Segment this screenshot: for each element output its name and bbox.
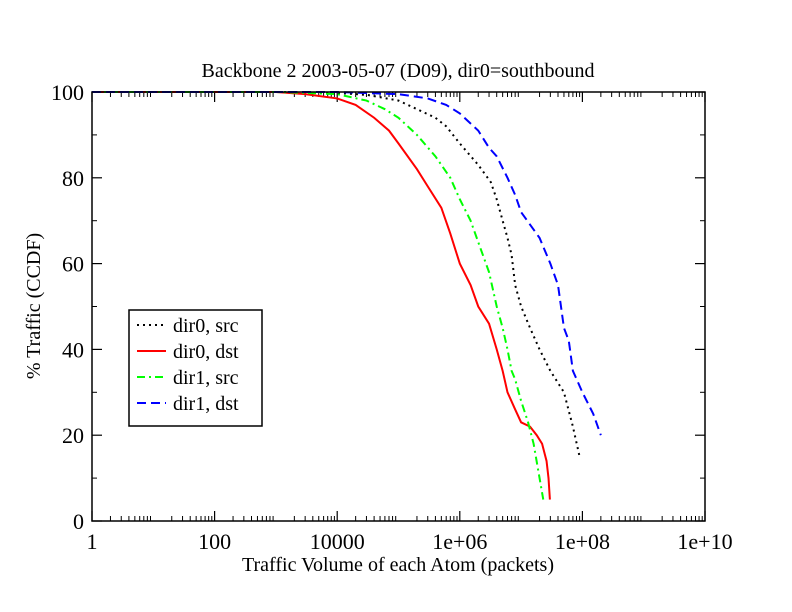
legend-label: dir0, dst	[173, 341, 239, 363]
x-tick-label: 1e+06	[432, 529, 487, 554]
series-line-1	[92, 91, 581, 457]
x-tick-label: 100	[198, 529, 231, 554]
x-tick-label: 1	[87, 529, 98, 554]
legend-label: dir1, dst	[173, 393, 239, 415]
chart-title: Backbone 2 2003-05-07 (D09), dir0=southb…	[202, 60, 595, 82]
series-line-3	[92, 91, 545, 500]
y-tick-label: 20	[62, 423, 84, 448]
plot-frame	[91, 91, 706, 522]
y-tick-label: 60	[62, 252, 84, 277]
series-line-4	[92, 91, 602, 436]
y-axis-label: % Traffic (CCDF)	[23, 233, 45, 379]
y-tick-label: 40	[62, 337, 84, 362]
y-tick-label: 0	[73, 509, 84, 534]
x-tick-label: 10000	[310, 529, 365, 554]
x-tick-label: 1e+10	[677, 529, 732, 554]
x-axis-label: Traffic Volume of each Atom (packets)	[242, 554, 554, 576]
y-tick-label: 80	[62, 166, 84, 191]
series-line-2	[92, 91, 551, 500]
y-axis-ticks: 0 20 40 60 80 100	[51, 80, 705, 534]
legend-box	[128, 309, 263, 427]
legend-label: dir0, src	[173, 315, 239, 337]
x-tick-label: 1e+08	[555, 529, 610, 554]
series-layer	[92, 91, 602, 500]
y-tick-label: 100	[51, 80, 84, 105]
legend: dir0, src dir0, dst dir1, src dir1, dst	[128, 309, 263, 427]
legend-label: dir1, src	[173, 367, 239, 389]
